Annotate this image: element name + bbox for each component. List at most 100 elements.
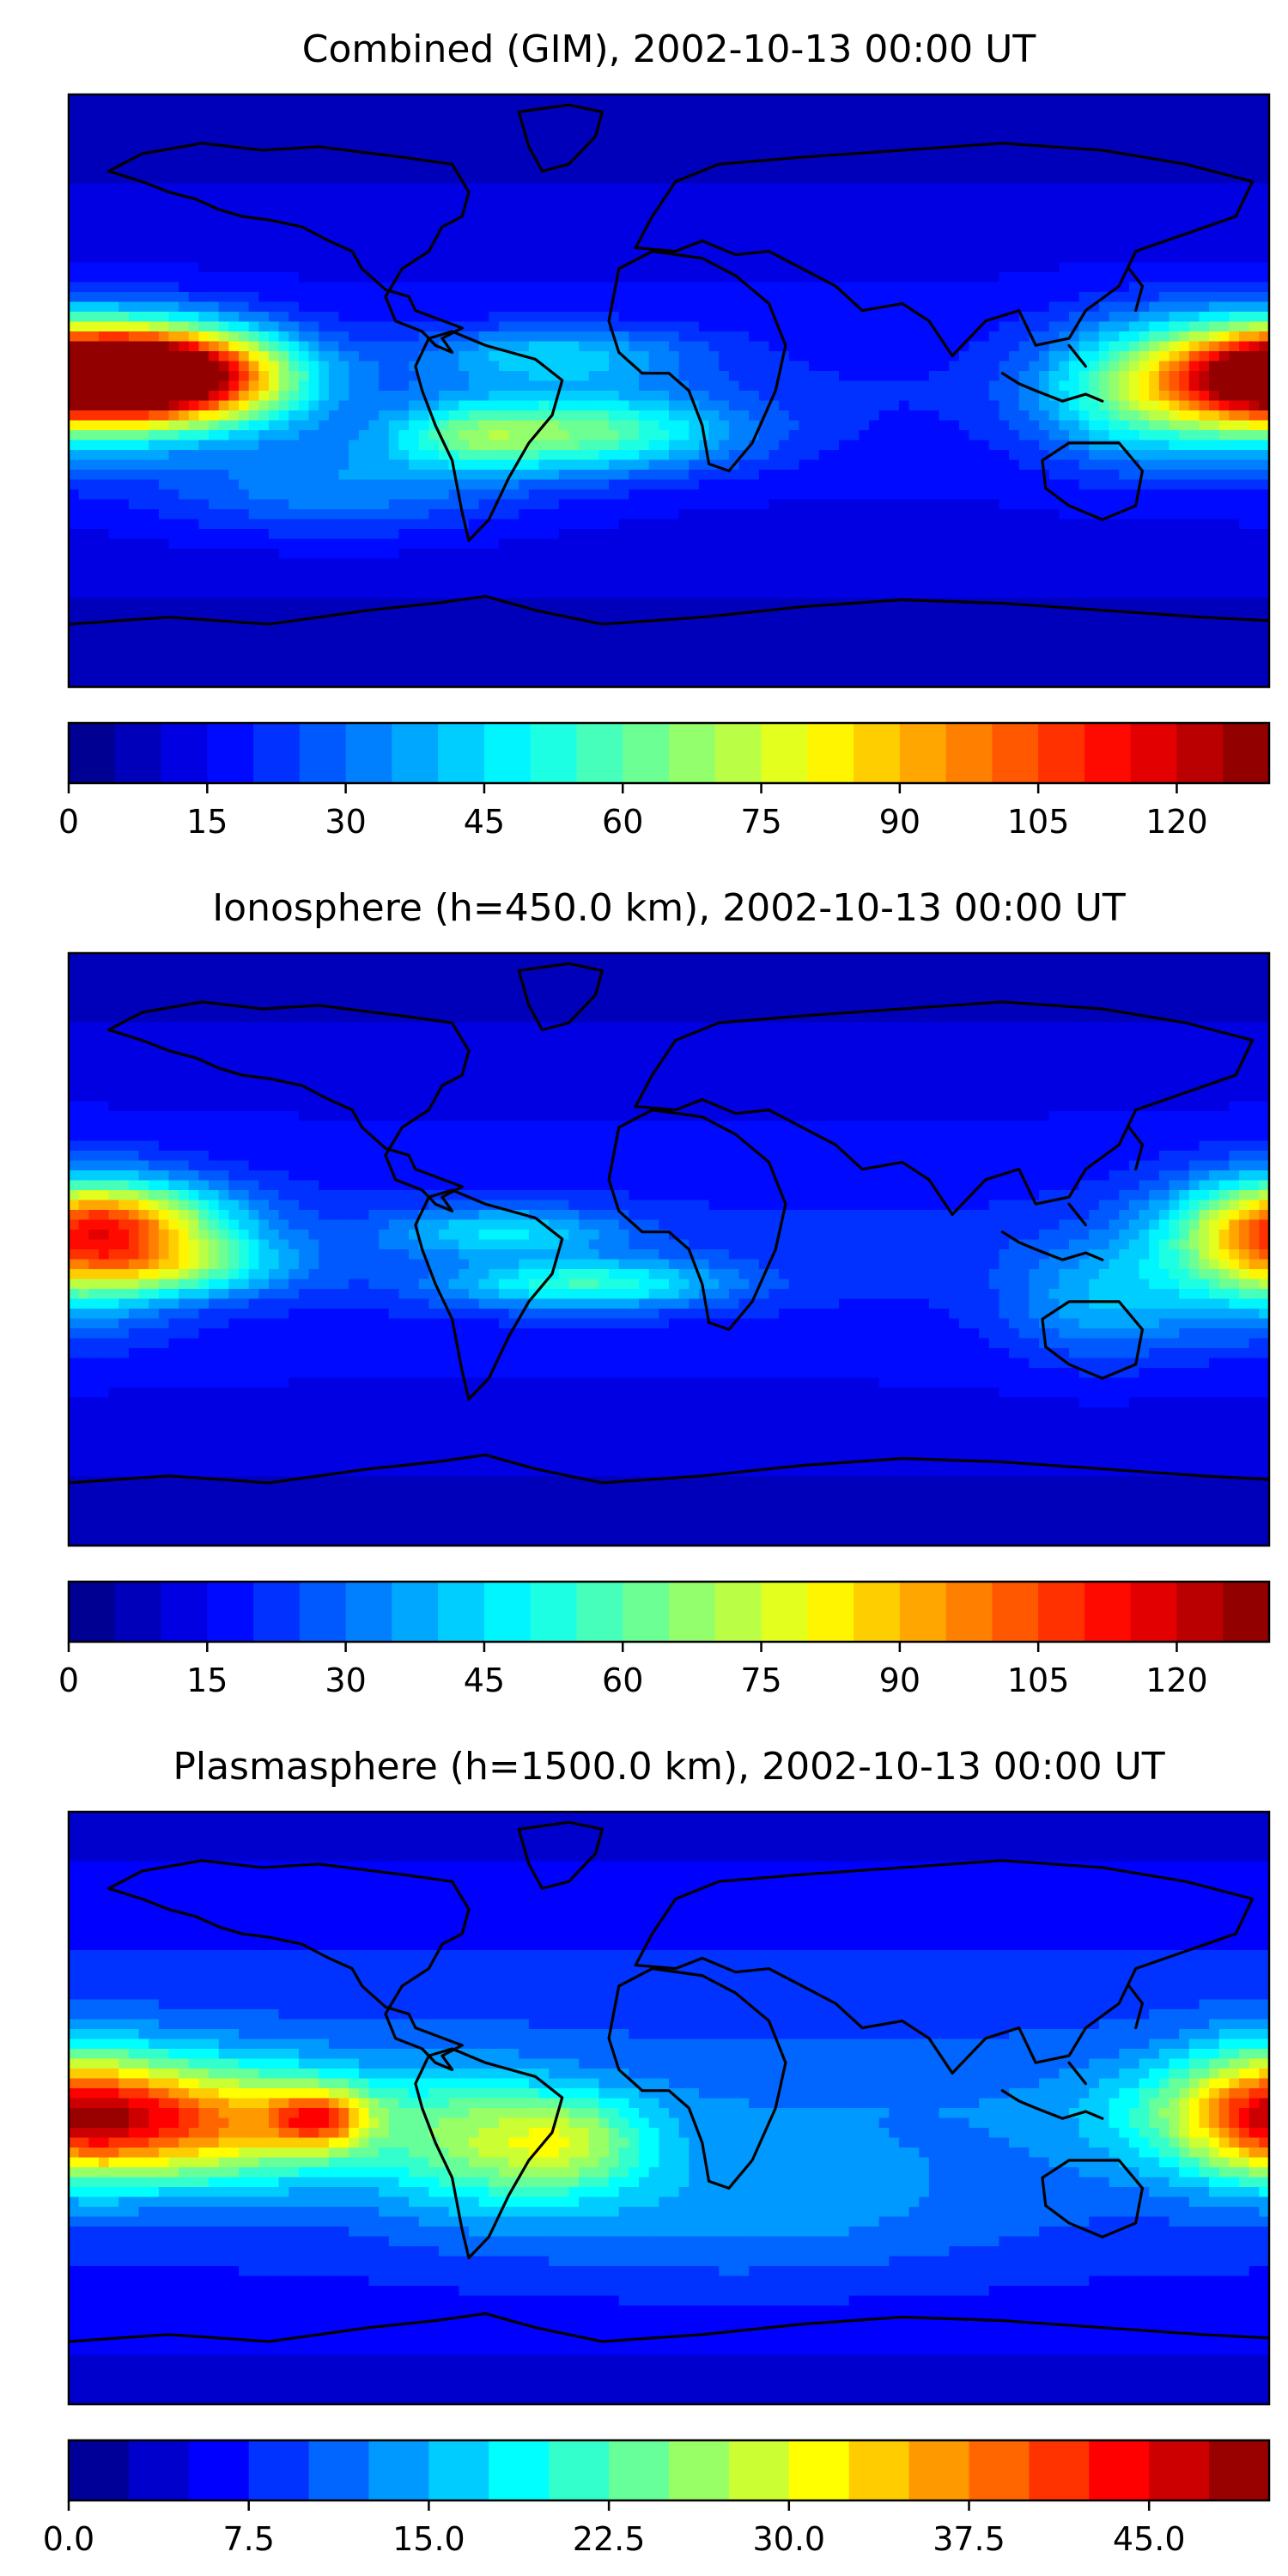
- panel-1: Combined (GIM), 2002-10-13 00:00 UT 0 15 30…: [58, 27, 1271, 841]
- colorbar-level: [899, 723, 947, 783]
- colorbar-level: [848, 2440, 910, 2500]
- colorbar-tick-label: 120: [1145, 1662, 1208, 1699]
- colorbar-level: [945, 1582, 993, 1642]
- colorbar-level: [1084, 1582, 1132, 1642]
- colorbar-level: [530, 723, 577, 783]
- colorbar-level: [207, 1582, 254, 1642]
- colorbar-tick-label: 105: [1007, 803, 1070, 841]
- colorbar-level: [854, 1582, 901, 1642]
- colorbar-level: [69, 2440, 130, 2500]
- colorbar-level: [69, 1582, 116, 1642]
- colorbar: 0.0 7.5 15.0 22.5 30.0 37.5 45.0: [43, 2439, 1271, 2558]
- colorbar-tick-label: 30: [325, 803, 366, 841]
- colorbar-level: [392, 723, 439, 783]
- colorbar-level: [253, 723, 301, 783]
- panel-title: Plasmasphere (h=1500.0 km), 2002-10-13 0…: [173, 1745, 1164, 1789]
- colorbar-frame: [67, 721, 1271, 785]
- colorbar-level: [392, 1582, 439, 1642]
- map-field: [69, 953, 1269, 1546]
- colorbar-level: [248, 2440, 310, 2500]
- map-frame: [67, 93, 1271, 689]
- colorbar-tick-label: 45: [464, 803, 505, 841]
- colorbar-level: [161, 1582, 208, 1642]
- colorbar-level: [1149, 2440, 1210, 2500]
- colorbar-level: [299, 723, 347, 783]
- colorbar-tick-label: 120: [1145, 803, 1208, 841]
- colorbar-frame: [67, 1580, 1271, 1643]
- colorbar-level: [992, 723, 1039, 783]
- colorbar-level: [1038, 1582, 1085, 1642]
- colorbar-level: [669, 2440, 730, 2500]
- colorbar-tick-label: 0: [58, 1662, 79, 1699]
- colorbar-level: [908, 2440, 969, 2500]
- colorbar-level: [128, 2440, 190, 2500]
- colorbar-level: [1038, 723, 1085, 783]
- colorbar-level: [669, 723, 716, 783]
- colorbar-level: [114, 1582, 162, 1642]
- colorbar-level: [714, 723, 762, 783]
- panel-title: Combined (GIM), 2002-10-13 00:00 UT: [302, 27, 1036, 71]
- colorbar-tick-label: 15: [186, 803, 228, 841]
- colorbar-level: [345, 723, 392, 783]
- colorbar-level: [483, 1582, 532, 1642]
- colorbar-level: [576, 723, 623, 783]
- colorbar-level: [969, 2440, 1030, 2500]
- colorbar-level: [114, 723, 162, 783]
- colorbar-level: [1176, 723, 1224, 783]
- colorbar-tick-label: 105: [1007, 1662, 1070, 1699]
- colorbar-level: [623, 723, 670, 783]
- colorbar-level: [761, 723, 808, 783]
- colorbar-level: [1130, 723, 1177, 783]
- colorbar-level: [992, 1582, 1039, 1642]
- colorbar-tick-label: 15.0: [392, 2520, 465, 2558]
- colorbar-level: [761, 1582, 808, 1642]
- colorbar-level: [807, 723, 854, 783]
- colorbar-level: [899, 1582, 947, 1642]
- colorbar-level: [530, 1582, 577, 1642]
- map-frame: [67, 1810, 1271, 2406]
- colorbar-level: [807, 1582, 854, 1642]
- map-frame: [67, 951, 1271, 1547]
- colorbar-level: [854, 723, 901, 783]
- colorbar: 0 15 30 45 60 75 90 105 120: [58, 1580, 1271, 1699]
- colorbar-tick-label: 60: [602, 803, 643, 841]
- colorbar-tick-label: 90: [879, 1662, 920, 1699]
- colorbar-level: [788, 2440, 850, 2500]
- colorbar-level: [368, 2440, 429, 2500]
- colorbar-tick-label: 0.0: [43, 2520, 94, 2558]
- map-field: [69, 1812, 1269, 2404]
- colorbar-level: [1130, 1582, 1177, 1642]
- colorbar-level: [728, 2440, 790, 2500]
- colorbar-tick-label: 37.5: [933, 2520, 1005, 2558]
- panel-title: Ionosphere (h=450.0 km), 2002-10-13 00:0…: [212, 886, 1126, 930]
- colorbar-tick-label: 45: [464, 1662, 505, 1699]
- colorbar-tick-label: 15: [186, 1662, 228, 1699]
- colorbar-level: [1029, 2440, 1090, 2500]
- colorbar: 0 15 30 45 60 75 90 105 120: [58, 721, 1271, 841]
- colorbar-tick-label: 22.5: [573, 2520, 646, 2558]
- colorbar-level: [428, 2440, 489, 2500]
- colorbar-tick-label: 30: [325, 1662, 366, 1699]
- panel-3: Plasmasphere (h=1500.0 km), 2002-10-13 0…: [43, 1745, 1271, 2558]
- colorbar-level: [623, 1582, 670, 1642]
- map-field: [69, 94, 1269, 687]
- colorbar-level: [1089, 2440, 1150, 2500]
- colorbar-level: [253, 1582, 301, 1642]
- colorbar-level: [188, 2440, 250, 2500]
- colorbar-tick-label: 0: [58, 803, 79, 841]
- colorbar-level: [207, 723, 254, 783]
- colorbar-level: [1223, 723, 1270, 783]
- colorbar-level: [489, 2440, 550, 2500]
- colorbar-tick-label: 75: [740, 803, 781, 841]
- colorbar-tick-label: 75: [740, 1662, 781, 1699]
- colorbar-level: [483, 723, 532, 783]
- colorbar-tick-label: 45.0: [1113, 2520, 1186, 2558]
- colorbar-level: [299, 1582, 347, 1642]
- colorbar-level: [1084, 723, 1132, 783]
- colorbar-frame: [67, 2439, 1271, 2502]
- colorbar-level: [549, 2440, 610, 2500]
- colorbar-level: [1176, 1582, 1224, 1642]
- colorbar-tick-label: 60: [602, 1662, 643, 1699]
- colorbar-level: [438, 1582, 485, 1642]
